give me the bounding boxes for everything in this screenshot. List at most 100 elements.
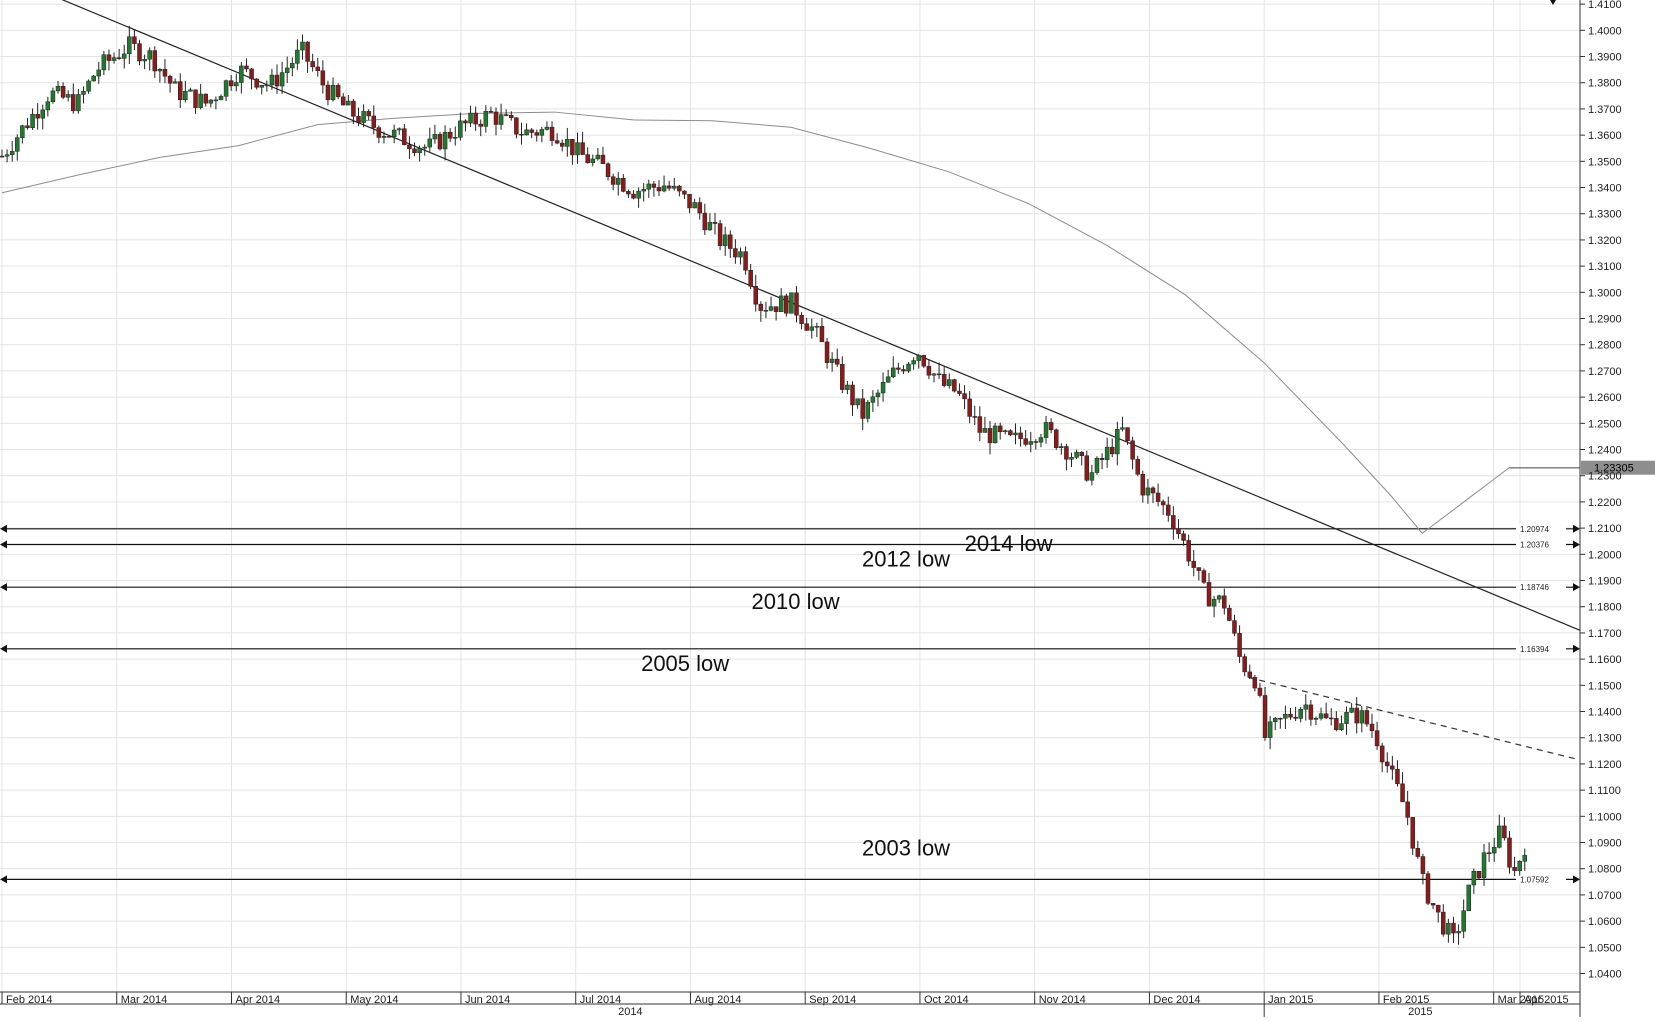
candle-body [1135,459,1140,475]
candle-body [753,286,758,305]
candle-body [1415,848,1421,857]
x-tick-label: Feb 2014 [6,994,52,1006]
candle-body [1390,765,1395,770]
candle-body [127,36,132,55]
y-tick-label: 1.0600 [1588,916,1622,928]
candle-body [1522,855,1528,862]
candle-body [1379,745,1385,763]
candle-body [860,398,865,419]
candle-body [728,234,733,249]
candle-body [178,81,183,101]
candle-body [804,323,809,331]
x-tick-label: Jul 2014 [580,994,622,1006]
candle-body [111,57,117,61]
candle-body [799,314,804,324]
candle-body [1181,533,1186,541]
level-arrow-left [0,644,7,653]
candle-body [870,396,876,403]
candle-body [121,53,127,59]
candle-body [1242,656,1247,673]
x-tick-label: Sep 2014 [809,994,856,1006]
y-tick-label: 1.3500 [1588,156,1622,168]
candle-body [717,223,723,246]
candle-body [137,43,142,62]
candle-body [845,384,850,390]
candle-body [585,154,590,164]
candle-body [218,96,224,101]
candle-body [855,398,860,406]
candle-body [1048,422,1054,431]
candle-body [1094,457,1100,473]
candle-body [1059,446,1064,448]
candle-body [1318,713,1324,719]
candle-body [152,50,158,72]
candle-body [295,49,300,64]
candle-body [773,306,779,312]
candle-body [509,115,514,118]
candle-body [25,125,30,129]
x-tick-label: Apr 2014 [235,994,280,1006]
candle-body [1517,861,1522,871]
level-value-label: 1.07592 [1520,875,1549,884]
candle-body [514,117,519,135]
candle-body [1252,677,1258,689]
candle-body [615,178,621,185]
y-tick-label: 1.0900 [1588,838,1622,850]
candle-body [738,251,743,258]
candle-body [269,74,275,86]
candle-body [259,84,264,88]
candle-body [1471,870,1477,886]
candle-body [417,147,422,154]
candle-body [1441,911,1446,935]
candle-body [1344,712,1349,724]
candle-body [692,202,697,209]
year-label: 2014 [618,1006,642,1017]
x-tick-label: Feb 2015 [1383,994,1429,1006]
y-tick-label: 1.1500 [1588,680,1622,692]
candle-body [340,96,346,106]
candle-body [1512,867,1517,871]
candle-body [1043,422,1049,438]
candle-body [1339,723,1344,730]
candle-body [1491,847,1497,854]
candle-body [661,185,667,192]
level-value-label: 1.18746 [1520,583,1549,592]
candle-body [1089,472,1095,481]
level-value-label: 1.16394 [1520,645,1549,654]
y-tick-label: 1.2800 [1588,340,1622,352]
candle-body [1313,718,1319,720]
x-tick-label: Mar 2014 [121,994,167,1006]
y-tick-label: 1.1400 [1588,707,1622,719]
candle-body [279,72,285,87]
level-arrow-right [1573,540,1580,549]
current-price-tag [1581,460,1655,475]
candle-body [1354,707,1359,724]
candle-body [172,81,178,84]
candle-body [142,59,147,62]
candle-body [1023,438,1028,445]
candle-body [300,41,305,51]
y-tick-label: 1.2000 [1588,549,1622,561]
candle-body [1456,931,1461,934]
candle-body [733,248,738,258]
candle-body [789,292,794,314]
candle-body [15,137,20,152]
candle-body [1079,451,1084,456]
trendline-dashed [1248,676,1581,761]
candle-body [1069,457,1074,460]
candle-body [539,129,545,136]
level-annotation: 2003 low [862,835,950,860]
candle-body [519,133,524,136]
candle-body [534,132,540,136]
candle-body [274,74,280,87]
level-label-bg [1516,582,1566,593]
candle-body [600,154,606,164]
candle-body [529,129,534,133]
candle-body [1267,721,1273,738]
candle-body [840,364,845,390]
candle-body [1074,451,1079,458]
y-tick-label: 1.3600 [1588,130,1622,142]
candle-body [1155,492,1161,502]
candle-body [677,185,682,192]
candle-body [1420,856,1426,874]
